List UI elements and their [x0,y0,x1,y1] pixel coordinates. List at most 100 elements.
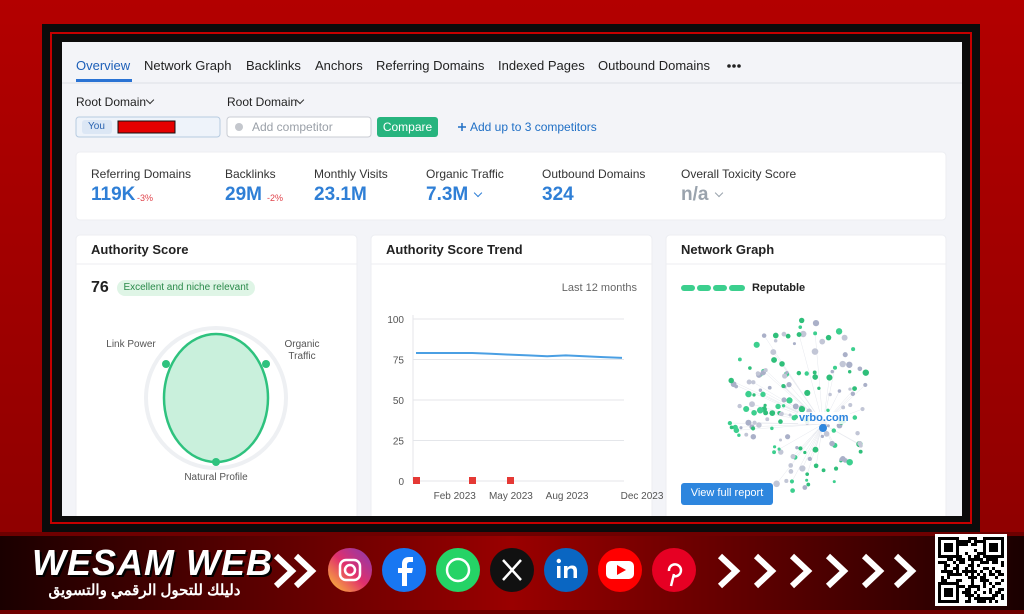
qr-module [980,597,983,600]
qr-module [989,600,992,603]
tab[interactable]: Referring Domains [376,58,485,73]
badge [117,280,255,296]
network-node [863,382,868,388]
qr-finder [989,543,998,552]
icon-glyph [564,565,577,578]
icon-glyph [398,557,413,586]
qr-module [992,597,995,600]
network-node [792,342,796,346]
network-node [841,405,846,410]
metric-label: Referring Domains [91,167,192,181]
metric-value: n/a [681,184,709,205]
tab[interactable]: Anchors [315,58,363,73]
qr-module [965,594,968,597]
network-node [848,387,852,391]
competitor-input[interactable] [226,116,372,138]
network-node [825,334,832,341]
root-domain-label[interactable]: Root Domain [76,95,147,109]
network-node [858,449,863,454]
metric-label: Monthly Visits [314,167,388,181]
network-node [812,374,819,380]
network-node [860,406,865,412]
qr-module [995,561,998,564]
icon-glyph [338,558,362,582]
network-node [753,341,760,348]
tab[interactable]: Network Graph [144,58,232,73]
qr-module [977,555,980,558]
qr-module [998,570,1001,573]
qr-module [941,576,944,579]
network-node [779,438,783,442]
network-node [826,424,830,428]
network-node [765,417,770,422]
compare-button[interactable] [377,117,438,137]
qr-module [956,570,959,573]
qr-module [974,585,977,588]
whatsapp-icon[interactable] [436,548,480,592]
qr-module [1001,597,1004,600]
network-node [775,403,781,410]
network-center [819,424,827,432]
network-node [798,317,805,324]
qr-module [959,558,962,561]
qr-module [989,573,992,576]
network-node [813,331,818,336]
qr-module [974,576,977,579]
network-node [830,369,835,374]
network-node [852,386,857,392]
qr-module [974,597,977,600]
tab[interactable]: Outbound Domains [598,58,711,73]
qr-finder [938,537,959,558]
qr-module [974,537,977,540]
domain-label: vrbo.com [798,412,850,424]
input-placeholder: Add competitor [252,120,333,134]
network-node [749,401,755,408]
qr-module [968,570,971,573]
network-node [798,446,803,451]
brand-tagline: دليلك للتحول الرقمي والتسويق [48,582,241,599]
view-report-label[interactable]: View full report [690,487,764,499]
network-node [848,403,853,408]
qr-module [947,573,950,576]
network-node [790,454,796,460]
qr-module [971,570,974,573]
qr-module [983,561,986,564]
qr-module [962,585,965,588]
add-competitors-link[interactable]: Add up to 3 competitors [470,120,597,134]
tab[interactable]: Indexed Pages [498,58,585,73]
redaction [117,120,176,134]
network-node [792,403,799,410]
qr-module [980,552,983,555]
network-node [847,370,852,374]
metrics-card [75,151,947,221]
root-domain-label[interactable]: Root Domain [227,95,298,109]
network-edge [794,423,824,458]
qr-module [965,573,968,576]
qr-module [965,552,968,555]
qr-module [968,564,971,567]
qr-module [968,576,971,579]
qr-module [1001,579,1004,582]
network-node [799,465,806,472]
network-node [755,371,761,376]
qr-module [950,573,953,576]
network-node [772,445,777,449]
qr-module [953,561,956,564]
network-node [835,328,843,335]
pinterest-icon[interactable] [652,548,696,592]
qr-module [962,558,965,561]
event-flag [469,477,476,484]
view-report-button[interactable] [681,483,773,505]
instagram-icon[interactable] [328,548,372,592]
card-title: Authority Score [91,242,189,257]
you-label: You [88,121,105,132]
compare-label[interactable]: Compare [382,120,433,134]
network-edge [798,334,824,425]
qr-module [986,567,989,570]
network-edge [802,423,824,469]
qr-module [983,576,986,579]
tab[interactable]: Backlinks [246,58,301,73]
network-node [745,419,752,426]
tab[interactable]: Overview [76,58,131,73]
